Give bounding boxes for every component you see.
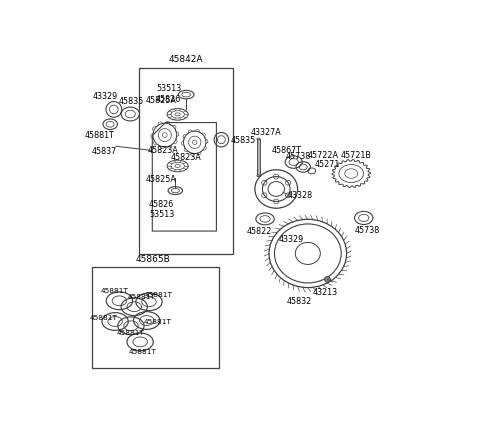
Text: 43327A: 43327A bbox=[250, 127, 281, 136]
Text: 45881T: 45881T bbox=[145, 291, 173, 297]
Text: 45867T: 45867T bbox=[272, 145, 302, 155]
Text: 43328: 43328 bbox=[288, 190, 313, 199]
Text: 45881T: 45881T bbox=[129, 348, 157, 354]
Text: 45738: 45738 bbox=[286, 152, 311, 161]
Bar bbox=[139, 69, 233, 254]
Text: 45842A: 45842A bbox=[169, 55, 204, 63]
Text: 45721B: 45721B bbox=[341, 150, 372, 159]
Text: 45865B: 45865B bbox=[136, 255, 171, 264]
Text: 45881T: 45881T bbox=[143, 319, 171, 325]
Text: 43329: 43329 bbox=[93, 92, 118, 101]
Bar bbox=[257, 140, 260, 176]
Text: 45837: 45837 bbox=[91, 146, 117, 155]
Text: 53513
45826: 53513 45826 bbox=[156, 84, 181, 103]
Text: 45881T: 45881T bbox=[116, 329, 144, 335]
Text: 45881T: 45881T bbox=[90, 314, 118, 320]
Text: 45823A: 45823A bbox=[148, 146, 179, 155]
Text: 45832: 45832 bbox=[287, 296, 312, 305]
Text: 45271: 45271 bbox=[315, 159, 340, 168]
Bar bbox=[92, 268, 219, 368]
Ellipse shape bbox=[257, 139, 260, 141]
Text: 45825A: 45825A bbox=[146, 95, 177, 104]
Text: 45825A: 45825A bbox=[146, 174, 177, 183]
Text: 45881T: 45881T bbox=[85, 130, 115, 139]
Ellipse shape bbox=[257, 176, 260, 177]
Text: 45835: 45835 bbox=[230, 135, 256, 144]
Text: 45722A: 45722A bbox=[308, 151, 339, 160]
Circle shape bbox=[324, 277, 331, 283]
Text: 45823A: 45823A bbox=[170, 153, 201, 162]
Text: 45822: 45822 bbox=[246, 227, 272, 236]
Text: 45835: 45835 bbox=[119, 97, 144, 106]
Text: 43329: 43329 bbox=[279, 235, 304, 244]
Text: 45738: 45738 bbox=[355, 226, 380, 235]
Text: 45881T: 45881T bbox=[128, 294, 156, 299]
Text: 45826
53513: 45826 53513 bbox=[149, 199, 174, 219]
Text: 43213: 43213 bbox=[312, 287, 337, 296]
Text: 45881T: 45881T bbox=[101, 288, 129, 294]
